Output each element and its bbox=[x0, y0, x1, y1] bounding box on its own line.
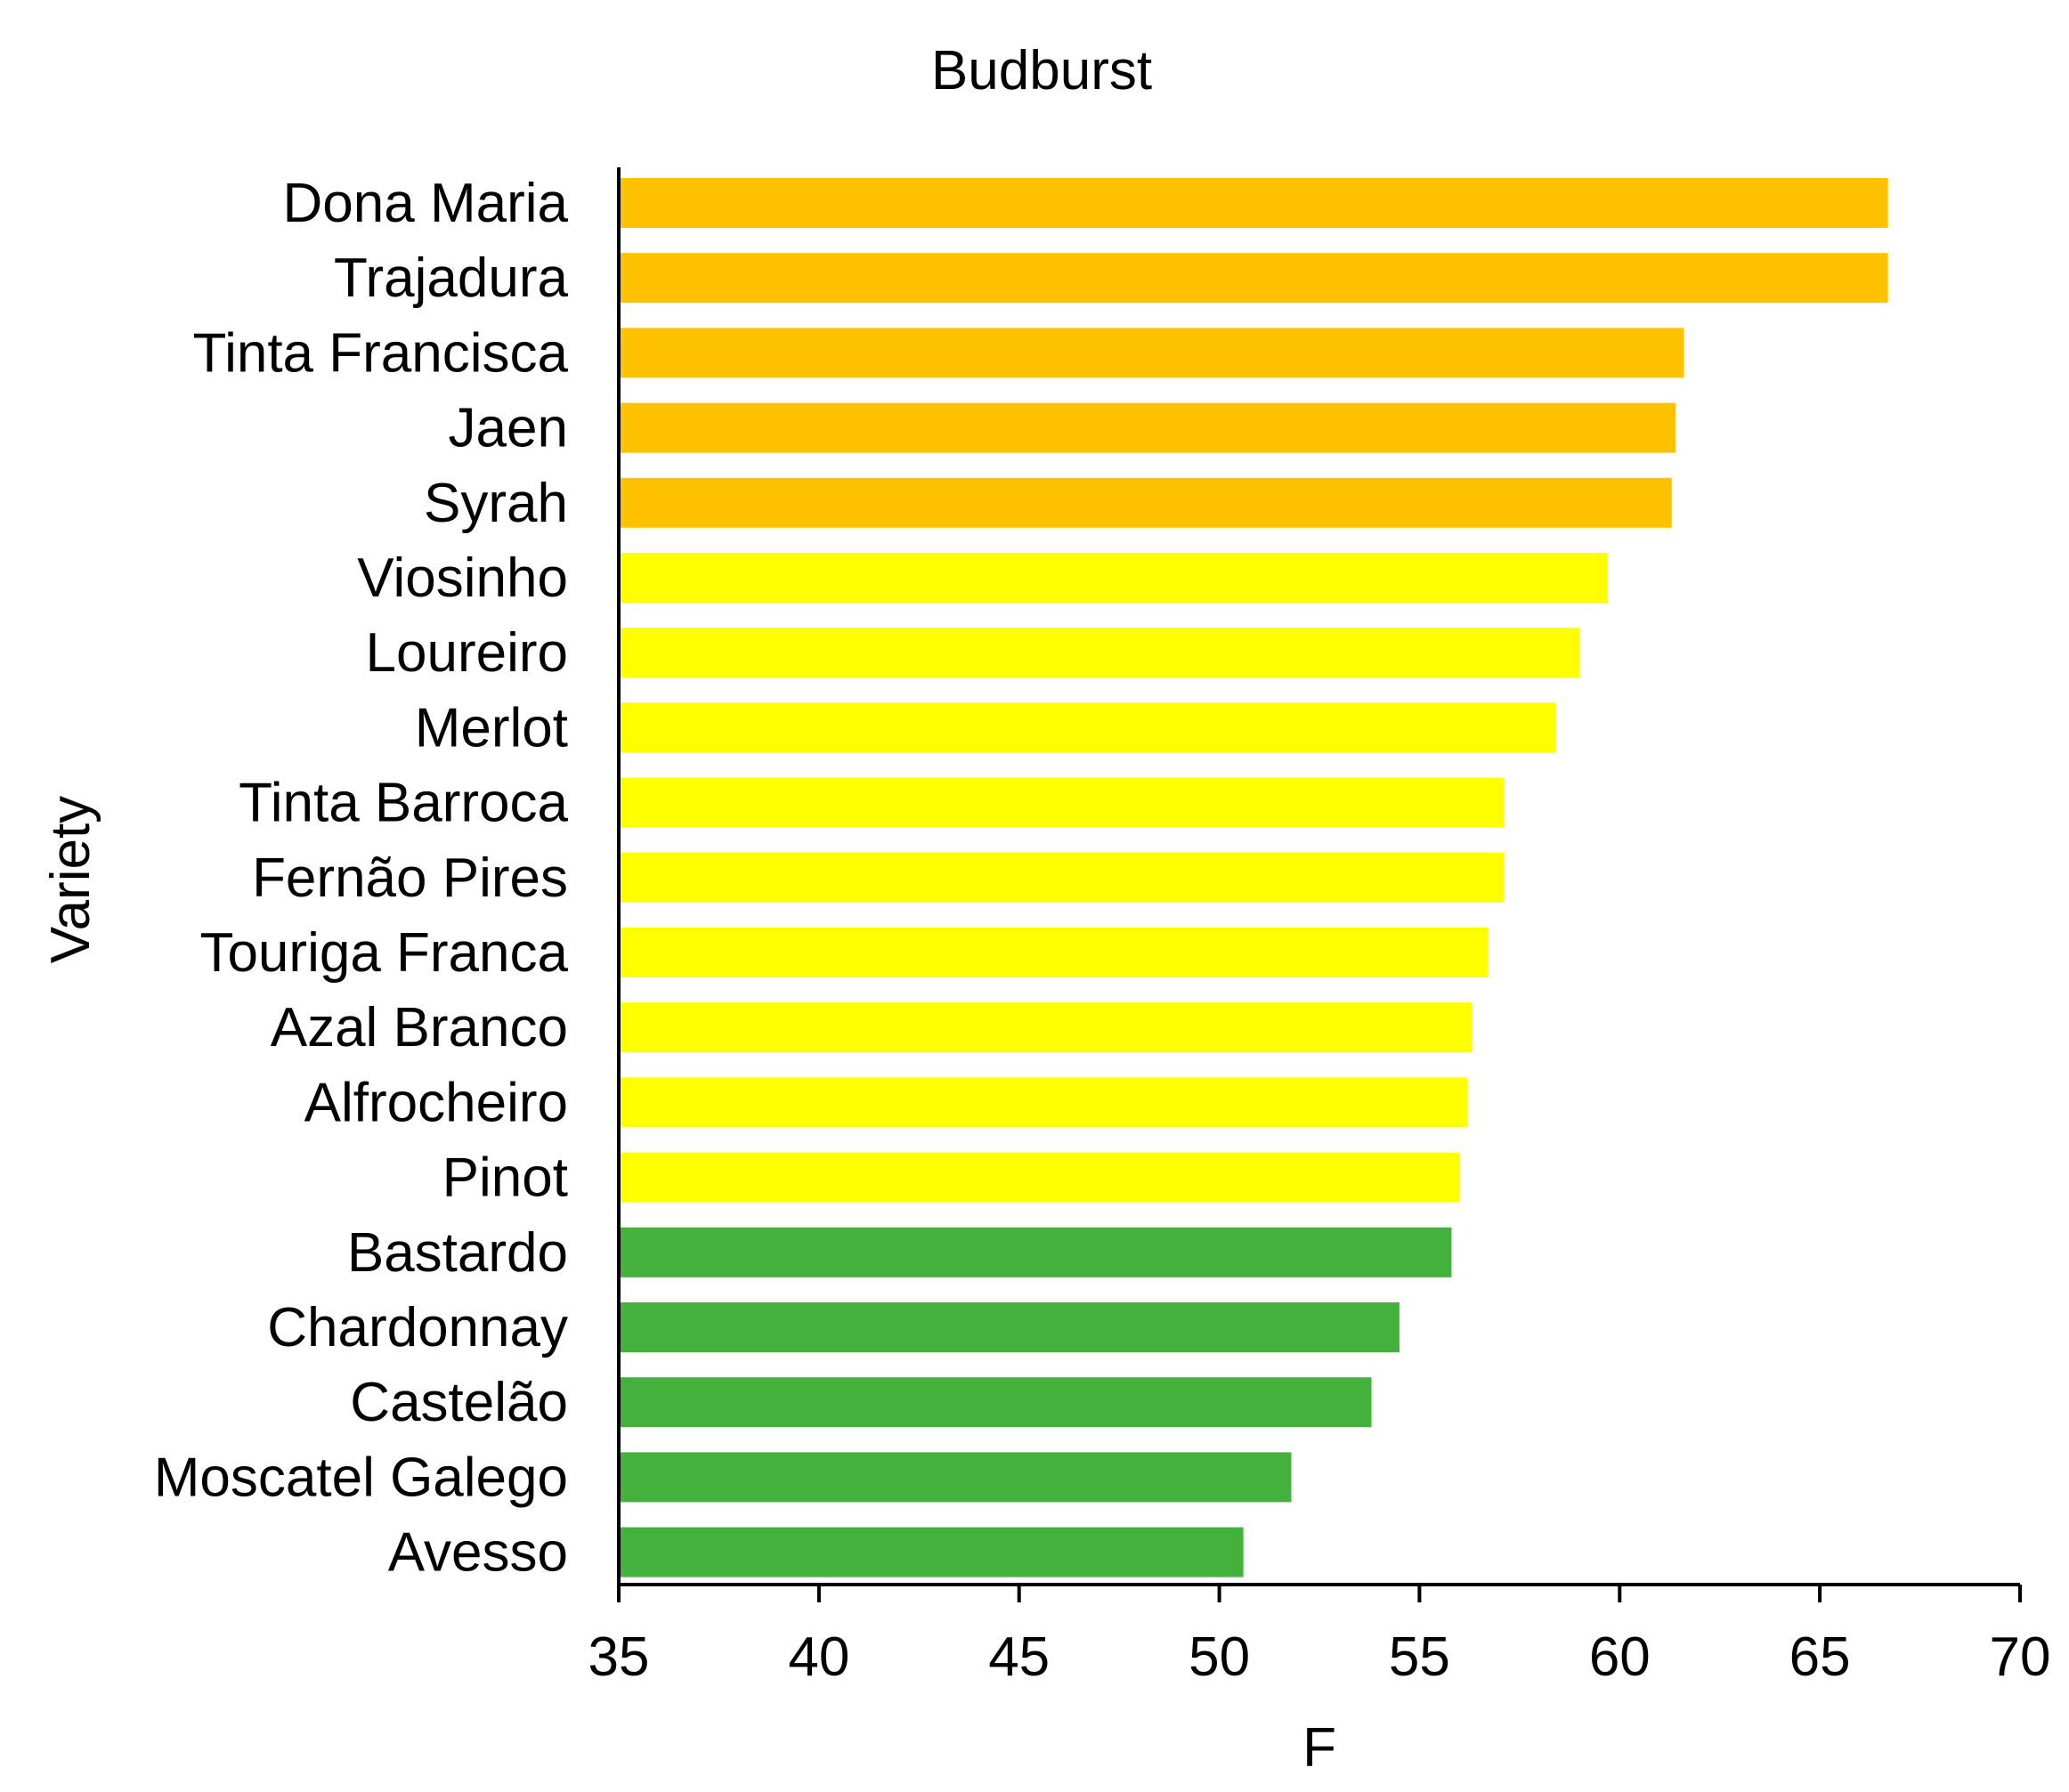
category-label: Alfrocheiro bbox=[304, 1072, 568, 1133]
category-label: Moscatel Galego bbox=[154, 1447, 568, 1508]
bar-5 bbox=[619, 553, 1608, 603]
category-label: Pinot bbox=[442, 1147, 568, 1209]
category-label: Chardonnay bbox=[267, 1297, 568, 1358]
category-label: Loureiro bbox=[366, 622, 568, 684]
category-label: Tinta Barroca bbox=[239, 773, 568, 834]
x-tick-label: 45 bbox=[988, 1626, 1050, 1688]
category-label: Trajadura bbox=[334, 247, 569, 309]
category-label: Jaen bbox=[449, 398, 568, 459]
x-tick-label: 35 bbox=[588, 1626, 650, 1688]
bars-layer bbox=[619, 178, 1888, 1577]
bar-16 bbox=[619, 1377, 1372, 1428]
category-label: Tinta Francisca bbox=[193, 322, 569, 384]
bar-6 bbox=[619, 628, 1580, 678]
x-tick-label: 50 bbox=[1189, 1626, 1250, 1688]
bar-14 bbox=[619, 1227, 1452, 1277]
category-label: Merlot bbox=[415, 697, 568, 758]
category-label: Touriga Franca bbox=[199, 922, 568, 984]
bar-18 bbox=[619, 1527, 1244, 1577]
category-label: Castelão bbox=[350, 1372, 568, 1433]
bar-12 bbox=[619, 1077, 1468, 1128]
category-label: Viosinho bbox=[357, 547, 568, 609]
category-label: Fernão Pires bbox=[252, 847, 568, 909]
chart-title: Budburst bbox=[931, 40, 1152, 101]
category-label: Dona Maria bbox=[283, 173, 569, 234]
bar-8 bbox=[619, 777, 1504, 828]
bar-7 bbox=[619, 702, 1556, 753]
bar-2 bbox=[619, 328, 1684, 378]
category-label: Bastardo bbox=[347, 1222, 568, 1284]
bar-11 bbox=[619, 1002, 1472, 1053]
bar-4 bbox=[619, 477, 1672, 528]
bar-9 bbox=[619, 852, 1504, 903]
y-axis-title: Variety bbox=[40, 796, 101, 963]
category-label: Avesso bbox=[388, 1522, 568, 1584]
x-tick-label: 65 bbox=[1789, 1626, 1851, 1688]
x-axis-ticks: 35 40 45 50 55 60 65 70 bbox=[588, 1585, 2051, 1688]
bar-13 bbox=[619, 1152, 1460, 1203]
x-tick-label: 55 bbox=[1389, 1626, 1450, 1688]
x-tick-label: 40 bbox=[788, 1626, 849, 1688]
category-label: Syrah bbox=[424, 473, 568, 534]
x-tick-label: 70 bbox=[1990, 1626, 2051, 1688]
bar-17 bbox=[619, 1452, 1292, 1503]
bar-1 bbox=[619, 253, 1888, 304]
x-axis-title: F bbox=[1302, 1717, 1336, 1779]
bar-15 bbox=[619, 1302, 1400, 1352]
bar-0 bbox=[619, 178, 1888, 228]
x-tick-label: 60 bbox=[1589, 1626, 1651, 1688]
category-label: Azal Branco bbox=[271, 997, 568, 1058]
category-labels: Dona Maria Trajadura Tinta Francisca Jaen Sy… bbox=[154, 173, 569, 1584]
bar-3 bbox=[619, 402, 1676, 453]
bar-10 bbox=[619, 928, 1488, 977]
